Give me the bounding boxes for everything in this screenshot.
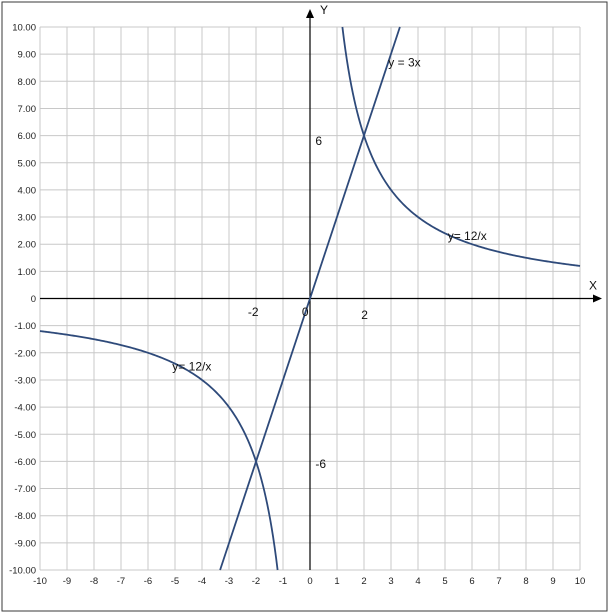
x-tick-label: -1 — [279, 576, 287, 587]
x-tick-label: 3 — [388, 576, 393, 587]
y-tick-label: 3.00 — [18, 213, 37, 224]
x-tick-label: 8 — [523, 576, 528, 587]
x-tick-label: -6 — [144, 576, 152, 587]
x-tick-label: -9 — [63, 576, 71, 587]
y-tick-label: -4.00 — [14, 403, 36, 414]
x-tick-label: 9 — [550, 576, 555, 587]
y-tick-label: -9.00 — [14, 538, 36, 549]
y-tick-label: -8.00 — [14, 511, 36, 522]
x-tick-label: -8 — [90, 576, 98, 587]
y-tick-label: -10.00 — [9, 566, 36, 577]
annotation-label: y = 3x — [388, 55, 420, 69]
y-tick-label: 10.00 — [12, 23, 36, 34]
y-tick-label: 2.00 — [18, 240, 37, 251]
x-tick-label: 5 — [442, 576, 447, 587]
x-tick-label: 0 — [307, 576, 312, 587]
x-tick-label: 10 — [575, 576, 586, 587]
annotation-label: 0 — [302, 305, 309, 319]
annotations: y = 3x y= 12/x y= 12/x 6 -6 2 -2 0 — [172, 55, 486, 471]
annotation-label: -6 — [315, 457, 326, 471]
y-tick-label: -5.00 — [14, 430, 36, 441]
y-tick-label: 9.00 — [18, 50, 37, 61]
x-axis-arrow — [593, 294, 602, 303]
x-tick-label: -3 — [225, 576, 233, 587]
y-axis-label: Y — [320, 3, 328, 17]
annotation-label: y= 12/x — [172, 359, 211, 373]
x-tick-label: -2 — [252, 576, 260, 587]
y-tick-label: -7.00 — [14, 484, 36, 495]
y-tick-label: -2.00 — [14, 348, 36, 359]
annotation-label: 6 — [315, 134, 322, 148]
line-series — [219, 26, 401, 571]
y-tick-label: -1.00 — [14, 321, 36, 332]
x-tick-label: -7 — [117, 576, 125, 587]
x-tick-label: 6 — [469, 576, 474, 587]
y-tick-label: 0 — [31, 294, 36, 305]
y-tick-label: 1.00 — [18, 267, 37, 278]
annotation-label: y= 12/x — [448, 229, 487, 243]
y-tick-label: 4.00 — [18, 185, 37, 196]
y-tick-label: -6.00 — [14, 457, 36, 468]
hyperbola-branch — [39, 330, 279, 571]
x-axis-label: X — [589, 279, 597, 293]
curves — [39, 26, 581, 571]
x-tick-label: -4 — [198, 576, 206, 587]
y-axis-arrow — [306, 9, 314, 18]
x-tick-label: 4 — [415, 576, 420, 587]
x-tick-label: 1 — [334, 576, 339, 587]
x-tick-label: 7 — [496, 576, 501, 587]
y-tick-label: 6.00 — [18, 131, 37, 142]
x-tick-label: -5 — [171, 576, 179, 587]
annotation-label: 2 — [361, 308, 368, 322]
x-tick-label: 2 — [361, 576, 366, 587]
y-tick-label: 5.00 — [18, 158, 37, 169]
y-tick-label: 8.00 — [18, 77, 37, 88]
y-tick-label: 7.00 — [18, 104, 37, 115]
hyperbola-branch — [341, 26, 581, 267]
annotation-label: -2 — [248, 305, 259, 319]
y-tick-label: -3.00 — [14, 375, 36, 386]
tick-labels: -10 -9 -8 -7 -6 -5 -4 -3 -2 -1 0 1 2 3 4 5 6 7 8 9 10-10.00-… — [9, 23, 585, 588]
x-tick-label: -10 — [33, 576, 47, 587]
